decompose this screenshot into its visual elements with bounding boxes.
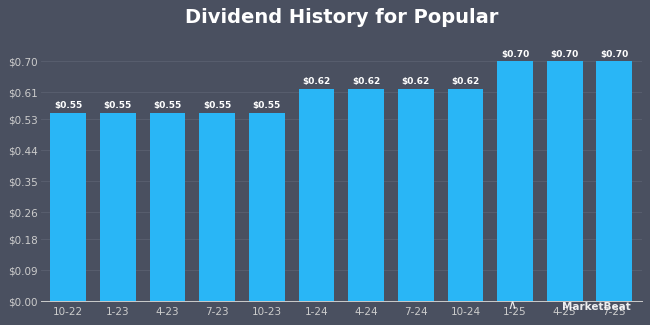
Bar xyxy=(398,89,434,301)
Text: $0.55: $0.55 xyxy=(253,101,281,110)
Text: $0.70: $0.70 xyxy=(600,50,629,59)
Bar xyxy=(100,113,136,301)
Text: $0.55: $0.55 xyxy=(54,101,83,110)
Text: MarketBeat: MarketBeat xyxy=(562,302,630,312)
Bar xyxy=(249,113,285,301)
Text: $0.70: $0.70 xyxy=(551,50,579,59)
Bar xyxy=(348,89,384,301)
Bar xyxy=(200,113,235,301)
Text: $0.62: $0.62 xyxy=(352,77,380,86)
Bar xyxy=(547,61,582,301)
Bar xyxy=(298,89,334,301)
Text: $0.70: $0.70 xyxy=(501,50,529,59)
Text: $0.55: $0.55 xyxy=(153,101,181,110)
Bar xyxy=(597,61,632,301)
Bar xyxy=(497,61,533,301)
Text: $0.55: $0.55 xyxy=(203,101,231,110)
Title: Dividend History for Popular: Dividend History for Popular xyxy=(185,8,498,27)
Text: ∧: ∧ xyxy=(508,299,517,312)
Text: $0.55: $0.55 xyxy=(104,101,132,110)
Text: $0.62: $0.62 xyxy=(302,77,331,86)
Bar xyxy=(447,89,483,301)
Bar xyxy=(50,113,86,301)
Bar xyxy=(150,113,185,301)
Text: $0.62: $0.62 xyxy=(451,77,480,86)
Text: $0.62: $0.62 xyxy=(402,77,430,86)
